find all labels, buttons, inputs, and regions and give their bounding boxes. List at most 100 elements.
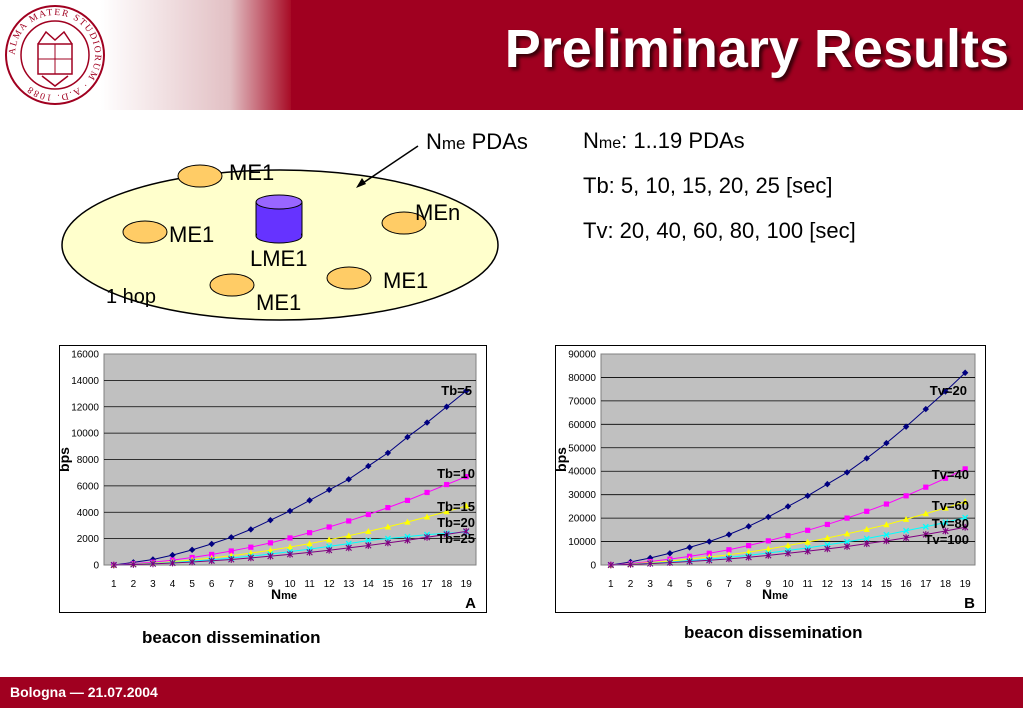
data-point <box>286 543 294 550</box>
data-point <box>843 530 851 537</box>
network-diagram: ME1 MEn ME1 ME1 ME1 LME1 1 hop Nme PDAs <box>61 129 528 321</box>
data-point <box>365 542 372 549</box>
x-tick-label: 16 <box>901 579 913 590</box>
data-point <box>149 560 157 568</box>
data-point <box>922 523 929 530</box>
x-tick-label: 3 <box>150 579 156 590</box>
data-point <box>942 504 949 511</box>
x-axis-label: Nme <box>762 586 788 602</box>
y-tick-label: 90000 <box>568 350 596 361</box>
data-point <box>169 559 176 567</box>
data-point <box>365 462 372 470</box>
y-tick-label: 14000 <box>71 376 99 387</box>
x-tick-label: 10 <box>284 579 296 590</box>
data-point <box>883 521 890 528</box>
x-tick-label: 19 <box>960 579 972 590</box>
data-point <box>962 514 969 521</box>
x-tick-label: 15 <box>881 579 893 590</box>
y-tick-label: 4000 <box>77 508 100 519</box>
data-point <box>443 403 450 410</box>
data-point <box>306 540 313 547</box>
y-axis-label: bps <box>59 447 72 472</box>
data-point <box>444 481 450 488</box>
data-point <box>287 535 293 541</box>
x-tick-label: 18 <box>441 579 453 590</box>
x-tick-label: 15 <box>382 579 394 590</box>
data-point <box>423 533 431 541</box>
data-point <box>863 455 870 462</box>
x-tick-label: 13 <box>343 579 355 590</box>
header-band <box>0 0 1023 110</box>
chart-b-caption: beacon dissemination <box>684 623 863 642</box>
data-point <box>384 449 392 457</box>
data-point <box>424 489 430 496</box>
cluster-ellipse <box>61 169 499 321</box>
parameter-list: Nme: 1..19 PDAs Tb: 5, 10, 15, 20, 25 [s… <box>583 130 856 265</box>
series-label: Tb=5 <box>441 383 472 398</box>
data-point <box>463 474 469 480</box>
data-point <box>804 547 811 555</box>
data-point <box>883 537 890 545</box>
data-point <box>902 534 910 542</box>
data-point <box>365 511 371 518</box>
data-point <box>384 523 392 530</box>
nme-param: Nme: 1..19 PDAs <box>583 128 745 153</box>
data-point <box>306 548 313 556</box>
data-point <box>325 546 333 554</box>
data-point <box>443 508 450 515</box>
tb-param: Tb: 5, 10, 15, 20, 25 [sec] <box>583 173 833 198</box>
footer-text: Bologna — 21.07.2004 <box>10 684 158 700</box>
x-tick-label: 10 <box>782 579 794 590</box>
node-label: ME1 <box>256 290 301 315</box>
series-label: Tv=20 <box>930 383 967 398</box>
pointer-arrow <box>359 145 419 186</box>
x-tick-label: 17 <box>421 579 433 590</box>
data-point <box>804 492 811 500</box>
data-point <box>922 510 929 517</box>
tv-param: Tv: 20, 40, 60, 80, 100 [sec] <box>583 218 856 243</box>
series-label: Tv=40 <box>932 467 969 482</box>
series-label: Tb=15 <box>437 499 475 514</box>
data-point <box>286 550 294 558</box>
y-tick-label: 10000 <box>71 429 99 440</box>
data-point <box>923 484 929 490</box>
series-label: Tv=60 <box>932 498 969 513</box>
y-tick-label: 0 <box>590 561 596 572</box>
footer-bar: Bologna — 21.07.2004 <box>0 677 1023 708</box>
data-point <box>404 518 411 525</box>
data-point <box>686 558 693 565</box>
data-point <box>365 527 372 534</box>
data-point <box>463 502 470 509</box>
x-tick-label: 4 <box>667 579 673 590</box>
x-tick-label: 12 <box>822 579 834 590</box>
chart-b: 0 10000 20000 30000 40000 50000 60000 70000 8000… <box>555 345 986 613</box>
data-point <box>843 543 851 550</box>
series-label: Tv=80 <box>932 516 969 531</box>
data-point <box>805 527 811 533</box>
data-point <box>443 531 450 538</box>
y-tick-label: 16000 <box>71 350 99 361</box>
y-tick-label: 12000 <box>71 402 99 413</box>
page-title: Preliminary Results <box>504 19 1009 79</box>
x-tick-label: 16 <box>402 579 414 590</box>
data-point <box>784 542 792 549</box>
x-tick-label: 2 <box>628 579 634 590</box>
data-point <box>962 466 968 472</box>
node-label: ME1 <box>383 268 428 293</box>
x-tick-label: 14 <box>363 579 375 590</box>
data-point <box>746 542 752 549</box>
y-tick-label: 80000 <box>568 373 596 384</box>
data-point <box>463 527 470 535</box>
data-point <box>844 515 850 521</box>
data-point <box>267 546 274 553</box>
data-point <box>864 508 870 514</box>
y-tick-label: 10000 <box>568 537 596 548</box>
data-point <box>169 551 176 559</box>
x-tick-label: 3 <box>647 579 653 590</box>
data-point <box>725 555 733 563</box>
data-point <box>765 513 772 521</box>
node-label: MEn <box>415 200 460 225</box>
x-tick-label: 17 <box>920 579 932 590</box>
x-tick-label: 8 <box>746 579 752 590</box>
